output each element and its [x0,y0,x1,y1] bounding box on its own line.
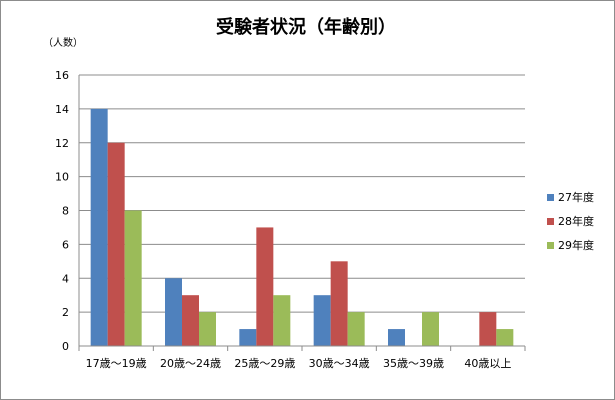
y-tick-label: 8 [62,205,69,218]
y-tick-label: 6 [62,238,69,251]
bar-29年度-20歳～24歳 [199,312,216,346]
legend: 27年度 28年度 29年度 [547,190,594,252]
legend-swatch [547,218,554,225]
x-tick-label: 17歳～19歳 [86,357,147,370]
x-tick-label: 20歳～24歳 [160,357,221,370]
legend-label: 29年度 [558,238,594,252]
legend-swatch [547,242,554,249]
y-tick-label: 0 [62,340,69,353]
bar-28年度-20歳～24歳 [182,295,199,346]
bars [90,108,514,346]
y-tick-labels: 0 2 4 6 8 10 12 14 16 [55,69,69,353]
y-tick-label: 12 [55,137,69,150]
y-tick-label: 14 [55,103,69,116]
bar-27年度-17歳～19歳 [90,108,108,346]
bar-27年度-30歳～34歳 [313,295,331,346]
bar-29年度-25歳～29歳 [273,295,291,346]
bar-27年度-20歳～24歳 [165,278,182,346]
bar-29年度-40歳以上 [496,329,514,346]
x-tick-label: 35歳～39歳 [383,357,444,370]
legend-swatch [547,194,554,201]
y-tick-label: 4 [62,272,69,285]
bar-27年度-25歳～29歳 [239,329,257,346]
bar-28年度-17歳～19歳 [107,142,125,346]
y-axis-unit-label: （人数） [43,36,83,49]
legend-label: 28年度 [558,214,594,228]
y-tick-label: 2 [62,306,69,319]
bar-27年度-35歳～39歳 [388,329,405,346]
x-tick-label: 30歳～34歳 [309,357,370,370]
bar-29年度-17歳～19歳 [124,210,142,346]
bar-28年度-30歳～34歳 [330,261,348,346]
legend-label: 27年度 [558,190,594,204]
bar-29年度-30歳～34歳 [347,312,365,346]
bar-29年度-35歳～39歳 [422,312,439,346]
gridlines [79,74,525,313]
chart-title: 受験者状況（年齢別） [216,16,396,38]
y-tick-label: 16 [55,69,69,82]
x-tick-label: 25歳～29歳 [234,357,295,370]
bar-28年度-25歳～29歳 [256,227,274,346]
y-tick-label: 10 [55,171,69,184]
bar-28年度-40歳以上 [479,312,497,346]
x-tick-labels: 17歳～19歳 20歳～24歳 25歳～29歳 30歳～34歳 35歳～39歳 40歳以上 [86,357,512,370]
x-tick-label: 40歳以上 [464,357,511,370]
axes [78,75,526,351]
